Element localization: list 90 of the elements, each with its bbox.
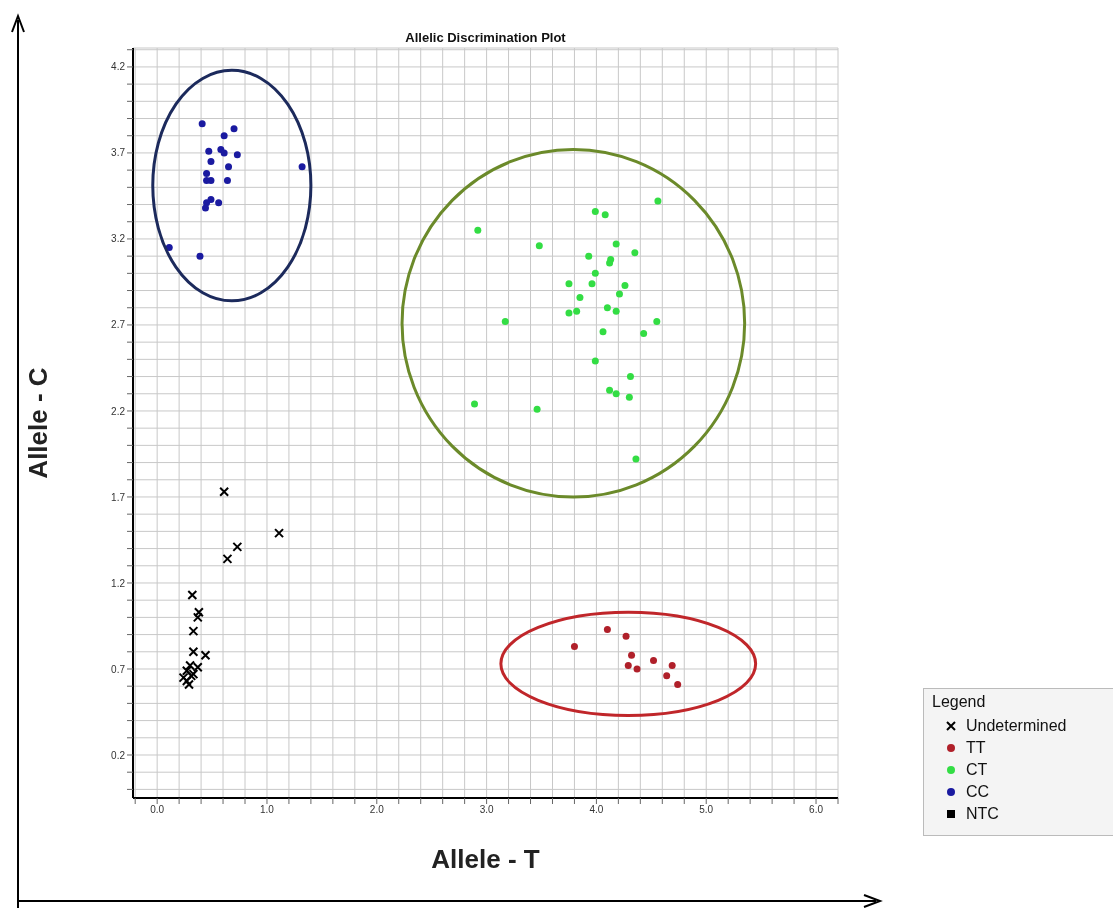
x-tick-label: 2.0 bbox=[369, 804, 385, 816]
point bbox=[188, 626, 199, 637]
point bbox=[654, 197, 662, 205]
point bbox=[585, 252, 593, 260]
y-tick-label: 0.2 bbox=[111, 749, 126, 761]
point bbox=[565, 280, 573, 288]
point bbox=[668, 662, 676, 670]
point bbox=[298, 163, 306, 171]
chart-title: Allelic Discrimination Plot bbox=[405, 30, 567, 45]
point bbox=[565, 309, 573, 317]
point bbox=[599, 328, 607, 336]
point bbox=[612, 307, 620, 315]
y-axis-title: Allele - C bbox=[23, 367, 54, 479]
legend-label: Undetermined bbox=[966, 717, 1067, 735]
legend-label: TT bbox=[966, 739, 986, 757]
point bbox=[573, 307, 581, 315]
point bbox=[193, 607, 204, 618]
y-tick-label: 2.7 bbox=[111, 319, 126, 331]
point bbox=[612, 390, 620, 398]
y-tick-label: 0.7 bbox=[111, 663, 126, 675]
y-tick-label: 4.2 bbox=[111, 61, 126, 73]
x-tick-label: 6.0 bbox=[809, 804, 824, 816]
point bbox=[220, 132, 228, 140]
x-tick-label: 4.0 bbox=[589, 804, 604, 816]
point bbox=[471, 400, 479, 408]
legend-label: CC bbox=[966, 783, 990, 801]
point bbox=[225, 163, 233, 171]
y-tick-label: 1.7 bbox=[111, 491, 126, 503]
point bbox=[628, 651, 636, 659]
y-tick-label: 3.7 bbox=[111, 147, 126, 159]
point bbox=[615, 290, 623, 298]
point bbox=[632, 455, 640, 463]
point bbox=[603, 304, 611, 312]
point bbox=[663, 672, 671, 680]
point bbox=[533, 405, 541, 413]
point bbox=[203, 170, 211, 178]
point bbox=[591, 207, 599, 215]
point bbox=[603, 625, 611, 633]
point bbox=[198, 120, 206, 128]
point bbox=[576, 293, 584, 301]
point bbox=[222, 553, 233, 564]
point bbox=[625, 393, 633, 401]
point bbox=[205, 147, 213, 155]
point bbox=[201, 204, 209, 212]
y-tick-label: 3.2 bbox=[111, 233, 126, 245]
point bbox=[650, 656, 658, 664]
point bbox=[192, 612, 203, 623]
x-tick-label: 1.0 bbox=[260, 804, 275, 816]
point bbox=[501, 318, 509, 326]
point bbox=[631, 249, 639, 257]
point bbox=[220, 149, 228, 157]
legend-title: Legend bbox=[932, 693, 987, 711]
legend-label: CT bbox=[966, 761, 988, 779]
point bbox=[232, 541, 243, 552]
point bbox=[219, 486, 230, 497]
point bbox=[200, 650, 211, 661]
point bbox=[606, 386, 614, 394]
point bbox=[626, 373, 634, 381]
x-tick-label: 3.0 bbox=[479, 804, 494, 816]
point bbox=[653, 318, 661, 326]
point bbox=[633, 665, 641, 673]
x-tick-label: 5.0 bbox=[699, 804, 714, 816]
y-tick-label: 1.2 bbox=[111, 577, 126, 589]
point bbox=[624, 662, 632, 670]
y-tick-label: 2.2 bbox=[111, 405, 126, 417]
point bbox=[230, 125, 238, 133]
point bbox=[612, 240, 620, 248]
point bbox=[622, 632, 630, 640]
point bbox=[274, 528, 285, 539]
point bbox=[674, 680, 682, 688]
point bbox=[535, 242, 543, 250]
point bbox=[165, 244, 173, 252]
point bbox=[233, 151, 241, 159]
point bbox=[591, 357, 599, 365]
point bbox=[188, 646, 199, 657]
point bbox=[196, 252, 204, 260]
point bbox=[207, 158, 215, 166]
x-axis-title: Allele - T bbox=[431, 844, 540, 874]
point bbox=[474, 226, 482, 234]
x-tick-label: 0.0 bbox=[150, 804, 165, 816]
point bbox=[187, 590, 198, 601]
point bbox=[640, 330, 648, 338]
point bbox=[570, 643, 578, 651]
point bbox=[621, 281, 629, 289]
point bbox=[223, 176, 231, 184]
legend-label: NTC bbox=[966, 805, 999, 823]
point bbox=[591, 269, 599, 277]
point bbox=[215, 199, 223, 207]
point bbox=[601, 211, 609, 219]
point bbox=[588, 280, 596, 288]
